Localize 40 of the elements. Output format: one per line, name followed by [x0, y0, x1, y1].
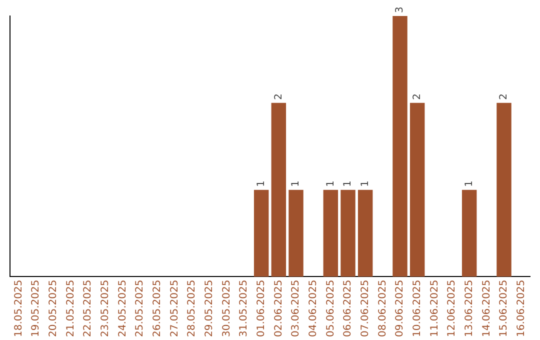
x-tick-label: 22.05.2025 [82, 280, 94, 338]
data-label: 3 [394, 6, 406, 13]
x-tick-label: 14.06.2025 [481, 280, 492, 338]
x-tick-label: 10.06.2025 [412, 280, 423, 338]
data-label: 1 [342, 180, 354, 187]
x-tick-label: 23.05.2025 [100, 280, 111, 338]
x-tick-label: 04.06.2025 [308, 280, 319, 338]
x-tick-label: 26.05.2025 [152, 280, 163, 338]
data-label: 2 [412, 94, 423, 100]
x-tick-label: 27.05.2025 [169, 280, 180, 338]
x-tick-label: 25.05.2025 [134, 280, 146, 338]
x-tick-label: 18.05.2025 [13, 280, 24, 338]
x-tick-label: 08.06.2025 [377, 280, 388, 338]
x-tick-label: 16.06.2025 [516, 280, 527, 338]
data-label: 1 [464, 180, 475, 187]
x-tick-label: 11.06.2025 [429, 280, 440, 338]
x-tick-label: 29.05.2025 [204, 280, 215, 338]
x-tick-label: 19.05.2025 [30, 280, 42, 338]
x-tick-label: 02.06.2025 [273, 280, 284, 338]
x-tick-label: 06.06.2025 [342, 280, 354, 338]
x-tick-label: 09.06.2025 [394, 280, 406, 338]
data-label: 1 [360, 180, 371, 187]
x-tick-label: 30.05.2025 [221, 280, 232, 338]
x-tick-label: 15.06.2025 [498, 280, 510, 338]
x-tick-label: 07.06.2025 [360, 280, 371, 338]
x-tick-label: 12.06.2025 [446, 280, 458, 338]
data-label: 1 [256, 180, 267, 187]
x-tick-label: 05.06.2025 [325, 280, 336, 338]
x-tick-label: 13.06.2025 [464, 280, 475, 338]
x-tick-label: 20.05.2025 [48, 280, 59, 338]
x-tick-label: 31.05.2025 [238, 280, 250, 338]
x-tick-label: 03.06.2025 [290, 280, 302, 338]
data-label: 2 [498, 94, 510, 100]
data-label: 1 [325, 180, 336, 187]
x-tick-label: 01.06.2025 [256, 280, 267, 338]
data-label: 2 [273, 94, 284, 100]
data-label: 1 [290, 180, 302, 187]
x-tick-label: 21.05.2025 [65, 280, 76, 338]
x-tick-label: 28.05.2025 [186, 280, 198, 338]
x-tick-label: 24.05.2025 [117, 280, 128, 338]
